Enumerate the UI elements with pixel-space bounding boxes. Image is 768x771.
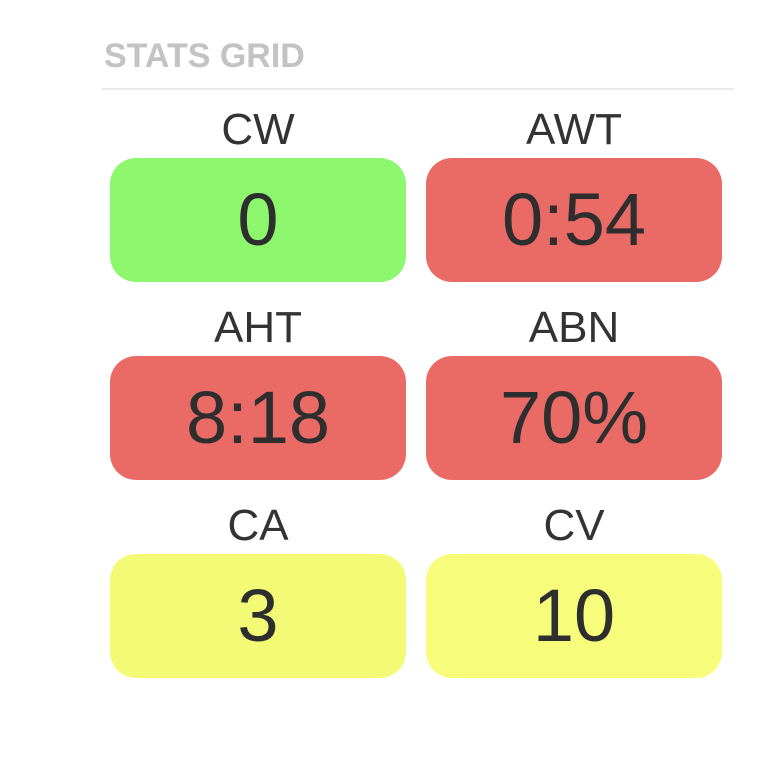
stat-value: 70% bbox=[499, 376, 649, 459]
stat-value: 3 bbox=[237, 574, 279, 657]
stat-value: 8:18 bbox=[185, 376, 331, 459]
stat-aht: AHT 8:18 bbox=[110, 303, 406, 480]
stat-tile[interactable]: 0:54 bbox=[426, 158, 722, 282]
stat-ca: CA 3 bbox=[110, 501, 406, 678]
stat-value: 0:54 bbox=[501, 178, 647, 261]
stat-cv: CV 10 bbox=[426, 501, 722, 678]
stat-tile[interactable]: 0 bbox=[110, 158, 406, 282]
stat-tile[interactable]: 3 bbox=[110, 554, 406, 678]
stat-label: AWT bbox=[525, 105, 623, 154]
stat-cw: CW 0 bbox=[110, 105, 406, 282]
stat-value: 0 bbox=[237, 178, 279, 261]
stat-label: AHT bbox=[214, 303, 302, 352]
stat-tile[interactable]: 10 bbox=[426, 554, 722, 678]
stat-tile[interactable]: 70% bbox=[426, 356, 722, 480]
panel-title: STATS GRID bbox=[104, 37, 305, 75]
stat-label: CV bbox=[543, 501, 605, 550]
stat-abn: ABN 70% bbox=[426, 303, 722, 480]
title-divider bbox=[102, 88, 734, 90]
stat-label: CW bbox=[221, 105, 295, 154]
stats-grid-panel: STATS GRID CW 0 AWT 0:54 AHT 8:18 ABN 70… bbox=[102, 34, 734, 678]
stat-label: CA bbox=[227, 501, 289, 550]
stat-value: 10 bbox=[532, 574, 616, 657]
stat-tile[interactable]: 8:18 bbox=[110, 356, 406, 480]
stat-label: ABN bbox=[528, 303, 620, 352]
stat-awt: AWT 0:54 bbox=[426, 105, 722, 282]
